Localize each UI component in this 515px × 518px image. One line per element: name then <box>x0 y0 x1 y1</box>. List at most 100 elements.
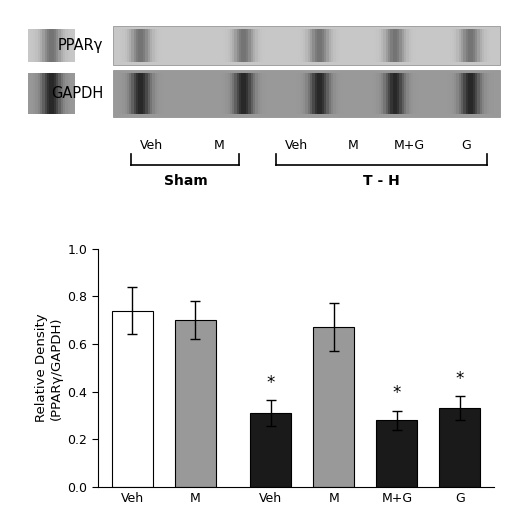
Bar <box>312 74 315 113</box>
Bar <box>162 29 164 62</box>
Bar <box>47 29 50 62</box>
Bar <box>450 74 452 113</box>
Bar <box>61 74 64 113</box>
Bar <box>56 74 59 113</box>
Bar <box>239 74 242 113</box>
Bar <box>28 74 31 113</box>
Bar <box>152 29 155 62</box>
Bar <box>220 29 224 62</box>
Bar <box>262 74 265 113</box>
Bar <box>402 29 405 62</box>
Bar <box>305 74 308 113</box>
Bar <box>308 74 311 113</box>
Bar <box>49 29 52 62</box>
Bar <box>447 29 450 62</box>
Bar <box>296 29 299 62</box>
Text: GAPDH: GAPDH <box>51 86 103 101</box>
Bar <box>319 74 322 113</box>
Bar <box>331 74 334 113</box>
Bar <box>411 29 414 62</box>
Bar <box>52 74 55 113</box>
Bar <box>36 74 38 113</box>
Text: T - H: T - H <box>363 174 400 188</box>
Bar <box>475 74 478 113</box>
Bar <box>232 74 235 113</box>
Bar <box>143 29 146 62</box>
Bar <box>42 74 45 113</box>
Bar <box>145 29 148 62</box>
Bar <box>258 29 261 62</box>
Bar <box>223 74 226 113</box>
Bar <box>411 74 414 113</box>
Bar <box>65 29 68 62</box>
Bar <box>38 74 41 113</box>
Bar <box>404 29 407 62</box>
Bar <box>230 29 233 62</box>
Bar <box>70 74 73 113</box>
Bar <box>491 74 494 113</box>
Bar <box>477 29 480 62</box>
Bar <box>246 74 249 113</box>
Bar <box>38 29 41 62</box>
Bar <box>54 74 57 113</box>
Bar <box>299 29 301 62</box>
Bar <box>228 74 230 113</box>
Bar <box>141 74 144 113</box>
Bar <box>333 29 336 62</box>
Bar <box>409 74 411 113</box>
Bar <box>232 29 235 62</box>
Bar <box>310 29 313 62</box>
Bar <box>372 74 374 113</box>
Text: G: G <box>461 139 471 152</box>
Bar <box>324 74 327 113</box>
Bar <box>260 74 263 113</box>
Bar <box>329 74 332 113</box>
Bar <box>466 74 469 113</box>
Bar <box>487 74 489 113</box>
Bar <box>406 74 409 113</box>
Bar <box>489 29 492 62</box>
Bar <box>131 29 134 62</box>
Bar <box>386 29 388 62</box>
Bar <box>305 29 308 62</box>
Bar <box>136 74 139 113</box>
Text: M: M <box>214 139 224 152</box>
Bar <box>312 29 315 62</box>
Bar <box>383 74 386 113</box>
Bar <box>475 29 478 62</box>
Bar <box>131 74 134 113</box>
Bar <box>248 29 251 62</box>
Bar <box>473 29 475 62</box>
Bar <box>454 29 457 62</box>
Bar <box>251 29 253 62</box>
Bar <box>72 29 75 62</box>
Bar <box>54 29 57 62</box>
Bar <box>381 74 384 113</box>
Bar <box>327 29 329 62</box>
Bar <box>154 74 158 113</box>
Bar <box>470 29 473 62</box>
Bar <box>63 29 66 62</box>
Bar <box>324 29 327 62</box>
Bar <box>374 29 377 62</box>
Bar <box>484 74 487 113</box>
Bar <box>157 29 160 62</box>
Bar <box>303 29 306 62</box>
Bar <box>301 74 304 113</box>
Bar <box>31 74 33 113</box>
Bar <box>175 320 216 487</box>
Bar <box>148 74 150 113</box>
Bar <box>296 74 299 113</box>
Bar <box>45 74 47 113</box>
Bar <box>242 29 244 62</box>
Bar <box>246 29 249 62</box>
Bar <box>113 69 500 118</box>
Bar <box>379 29 382 62</box>
Bar <box>329 29 332 62</box>
Bar <box>392 74 396 113</box>
Bar <box>372 29 374 62</box>
Bar <box>454 74 457 113</box>
Bar <box>390 74 393 113</box>
Bar <box>491 29 494 62</box>
Bar <box>120 29 123 62</box>
